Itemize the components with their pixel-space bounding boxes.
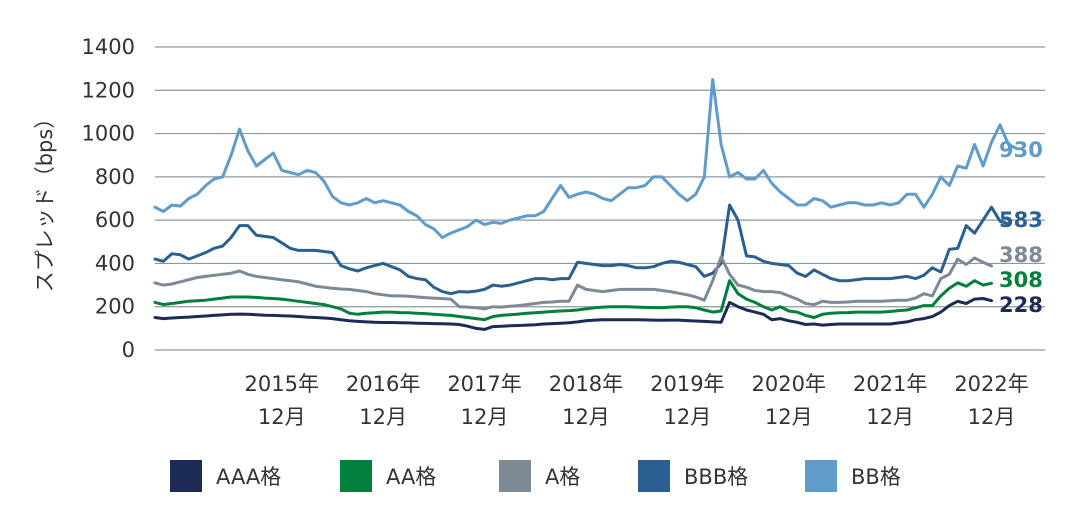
x-tick-label-month: 12月 <box>562 405 610 429</box>
end-label-4: 930 <box>999 138 1043 162</box>
legend-label: BBB格 <box>684 465 748 489</box>
series-line-2 <box>153 255 993 311</box>
x-tick-label-month: 12月 <box>765 405 813 429</box>
x-tick-label-month: 12月 <box>461 405 509 429</box>
end-label-0: 228 <box>999 293 1043 317</box>
y-axis-label: スプレッド（bps） <box>33 108 57 293</box>
y-tick-label: 200 <box>95 295 135 319</box>
series-line-3 <box>153 203 1010 296</box>
series-lines <box>153 78 1019 331</box>
x-tick-label-year: 2019年 <box>650 372 724 396</box>
end-label-3: 583 <box>999 208 1043 232</box>
y-tick-label: 1400 <box>82 35 135 59</box>
end-label-1: 308 <box>999 268 1043 292</box>
legend-swatch <box>170 460 202 492</box>
gridlines <box>155 46 1045 351</box>
y-tick-label: 400 <box>95 251 135 275</box>
x-tick-label-year: 2018年 <box>549 372 623 396</box>
legend-swatch <box>340 460 372 492</box>
legend-label: AAA格 <box>216 465 281 489</box>
x-tick-label-year: 2022年 <box>954 372 1028 396</box>
legend-swatch <box>638 460 670 492</box>
legend-label: BB格 <box>851 465 901 489</box>
y-tick-label: 1000 <box>82 122 135 146</box>
x-tick-label-month: 12月 <box>968 405 1016 429</box>
x-tick-label-month: 12月 <box>663 405 711 429</box>
series-line-1 <box>153 279 993 322</box>
series-line-4 <box>153 78 1019 239</box>
legend-label: AA格 <box>386 465 436 489</box>
legend-item-2: A格 <box>499 460 580 492</box>
legend-swatch <box>805 460 837 492</box>
x-tick-label-year: 2015年 <box>245 372 319 396</box>
legend-swatch <box>499 460 531 492</box>
y-tick-label: 600 <box>95 208 135 232</box>
legend-item-1: AA格 <box>340 460 436 492</box>
x-tick-label-month: 12月 <box>866 405 914 429</box>
x-tick-label-month: 12月 <box>359 405 407 429</box>
x-tick-label-year: 2016年 <box>346 372 420 396</box>
y-tick-label: 800 <box>95 165 135 189</box>
y-axis-ticks: 0 200 400 600 800 1000 1200 1400 <box>82 35 135 362</box>
legend-item-3: BBB格 <box>638 460 748 492</box>
legend-item-0: AAA格 <box>170 460 281 492</box>
end-label-2: 388 <box>999 243 1043 267</box>
legend-item-4: BB格 <box>805 460 901 492</box>
series-line-0 <box>153 297 993 331</box>
legend: AAA格 AA格 A格 BBB格 BB格 <box>170 460 901 492</box>
y-tick-label: 0 <box>122 338 135 362</box>
x-tick-label-year: 2021年 <box>853 372 927 396</box>
x-tick-label-month: 12月 <box>258 405 306 429</box>
x-tick-label-year: 2017年 <box>447 372 521 396</box>
x-axis-ticks: 2015年 12月 2016年 12月 2017年 12月 2018年 12月 2019年 12月… <box>245 372 1029 429</box>
x-tick-label-year: 2020年 <box>752 372 826 396</box>
y-tick-label: 1200 <box>82 78 135 102</box>
legend-label: A格 <box>545 465 580 489</box>
